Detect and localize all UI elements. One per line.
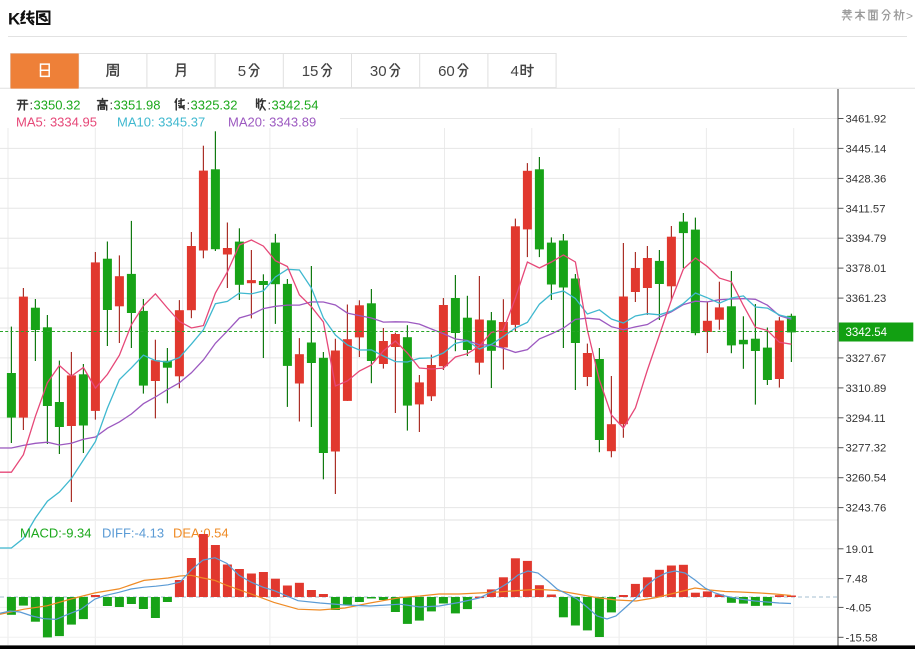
svg-text:DEA:0.54: DEA:0.54 <box>173 526 229 541</box>
svg-text:3310.89: 3310.89 <box>846 383 887 395</box>
svg-text:3411.57: 3411.57 <box>846 203 886 215</box>
svg-text:30: 30 <box>370 63 387 80</box>
svg-text:3277.32: 3277.32 <box>846 443 887 455</box>
svg-text::: : <box>30 98 34 113</box>
svg-text::: : <box>268 98 272 113</box>
svg-text:3378.01: 3378.01 <box>846 263 887 275</box>
svg-text:MA5: 3334.95: MA5: 3334.95 <box>16 115 97 130</box>
svg-text:-15.58: -15.58 <box>846 632 878 644</box>
svg-text:3361.23: 3361.23 <box>846 293 887 305</box>
svg-text::: : <box>187 98 191 113</box>
svg-text:MA20: 3343.89: MA20: 3343.89 <box>228 115 316 130</box>
svg-text:3428.36: 3428.36 <box>846 173 887 185</box>
svg-text:4: 4 <box>511 63 519 80</box>
svg-text:3394.79: 3394.79 <box>846 233 887 245</box>
svg-text:60: 60 <box>438 63 455 80</box>
svg-text:3327.67: 3327.67 <box>846 353 887 365</box>
svg-text:5: 5 <box>238 63 246 80</box>
svg-text:>: > <box>906 9 913 23</box>
svg-text:3461.92: 3461.92 <box>846 114 887 126</box>
svg-text:DIFF:-4.13: DIFF:-4.13 <box>102 526 164 541</box>
svg-text:3294.11: 3294.11 <box>846 413 886 425</box>
svg-text:MA10: 3345.37: MA10: 3345.37 <box>117 115 205 130</box>
svg-text:3325.32: 3325.32 <box>191 98 238 113</box>
svg-text:7.48: 7.48 <box>846 574 868 586</box>
svg-text:K: K <box>8 10 21 29</box>
svg-text:3445.14: 3445.14 <box>846 143 887 155</box>
svg-text:3243.76: 3243.76 <box>846 503 887 515</box>
svg-text:15: 15 <box>302 63 319 80</box>
svg-text:3342.54: 3342.54 <box>846 327 888 339</box>
svg-text::: : <box>110 98 114 113</box>
svg-text:3350.32: 3350.32 <box>34 98 81 113</box>
svg-text:3260.54: 3260.54 <box>846 473 887 485</box>
svg-text:3351.98: 3351.98 <box>114 98 161 113</box>
svg-text:3342.54: 3342.54 <box>272 98 319 113</box>
svg-text:19.01: 19.01 <box>846 544 874 556</box>
svg-text:MACD:-9.34: MACD:-9.34 <box>20 526 92 541</box>
svg-text:-4.05: -4.05 <box>846 602 872 614</box>
